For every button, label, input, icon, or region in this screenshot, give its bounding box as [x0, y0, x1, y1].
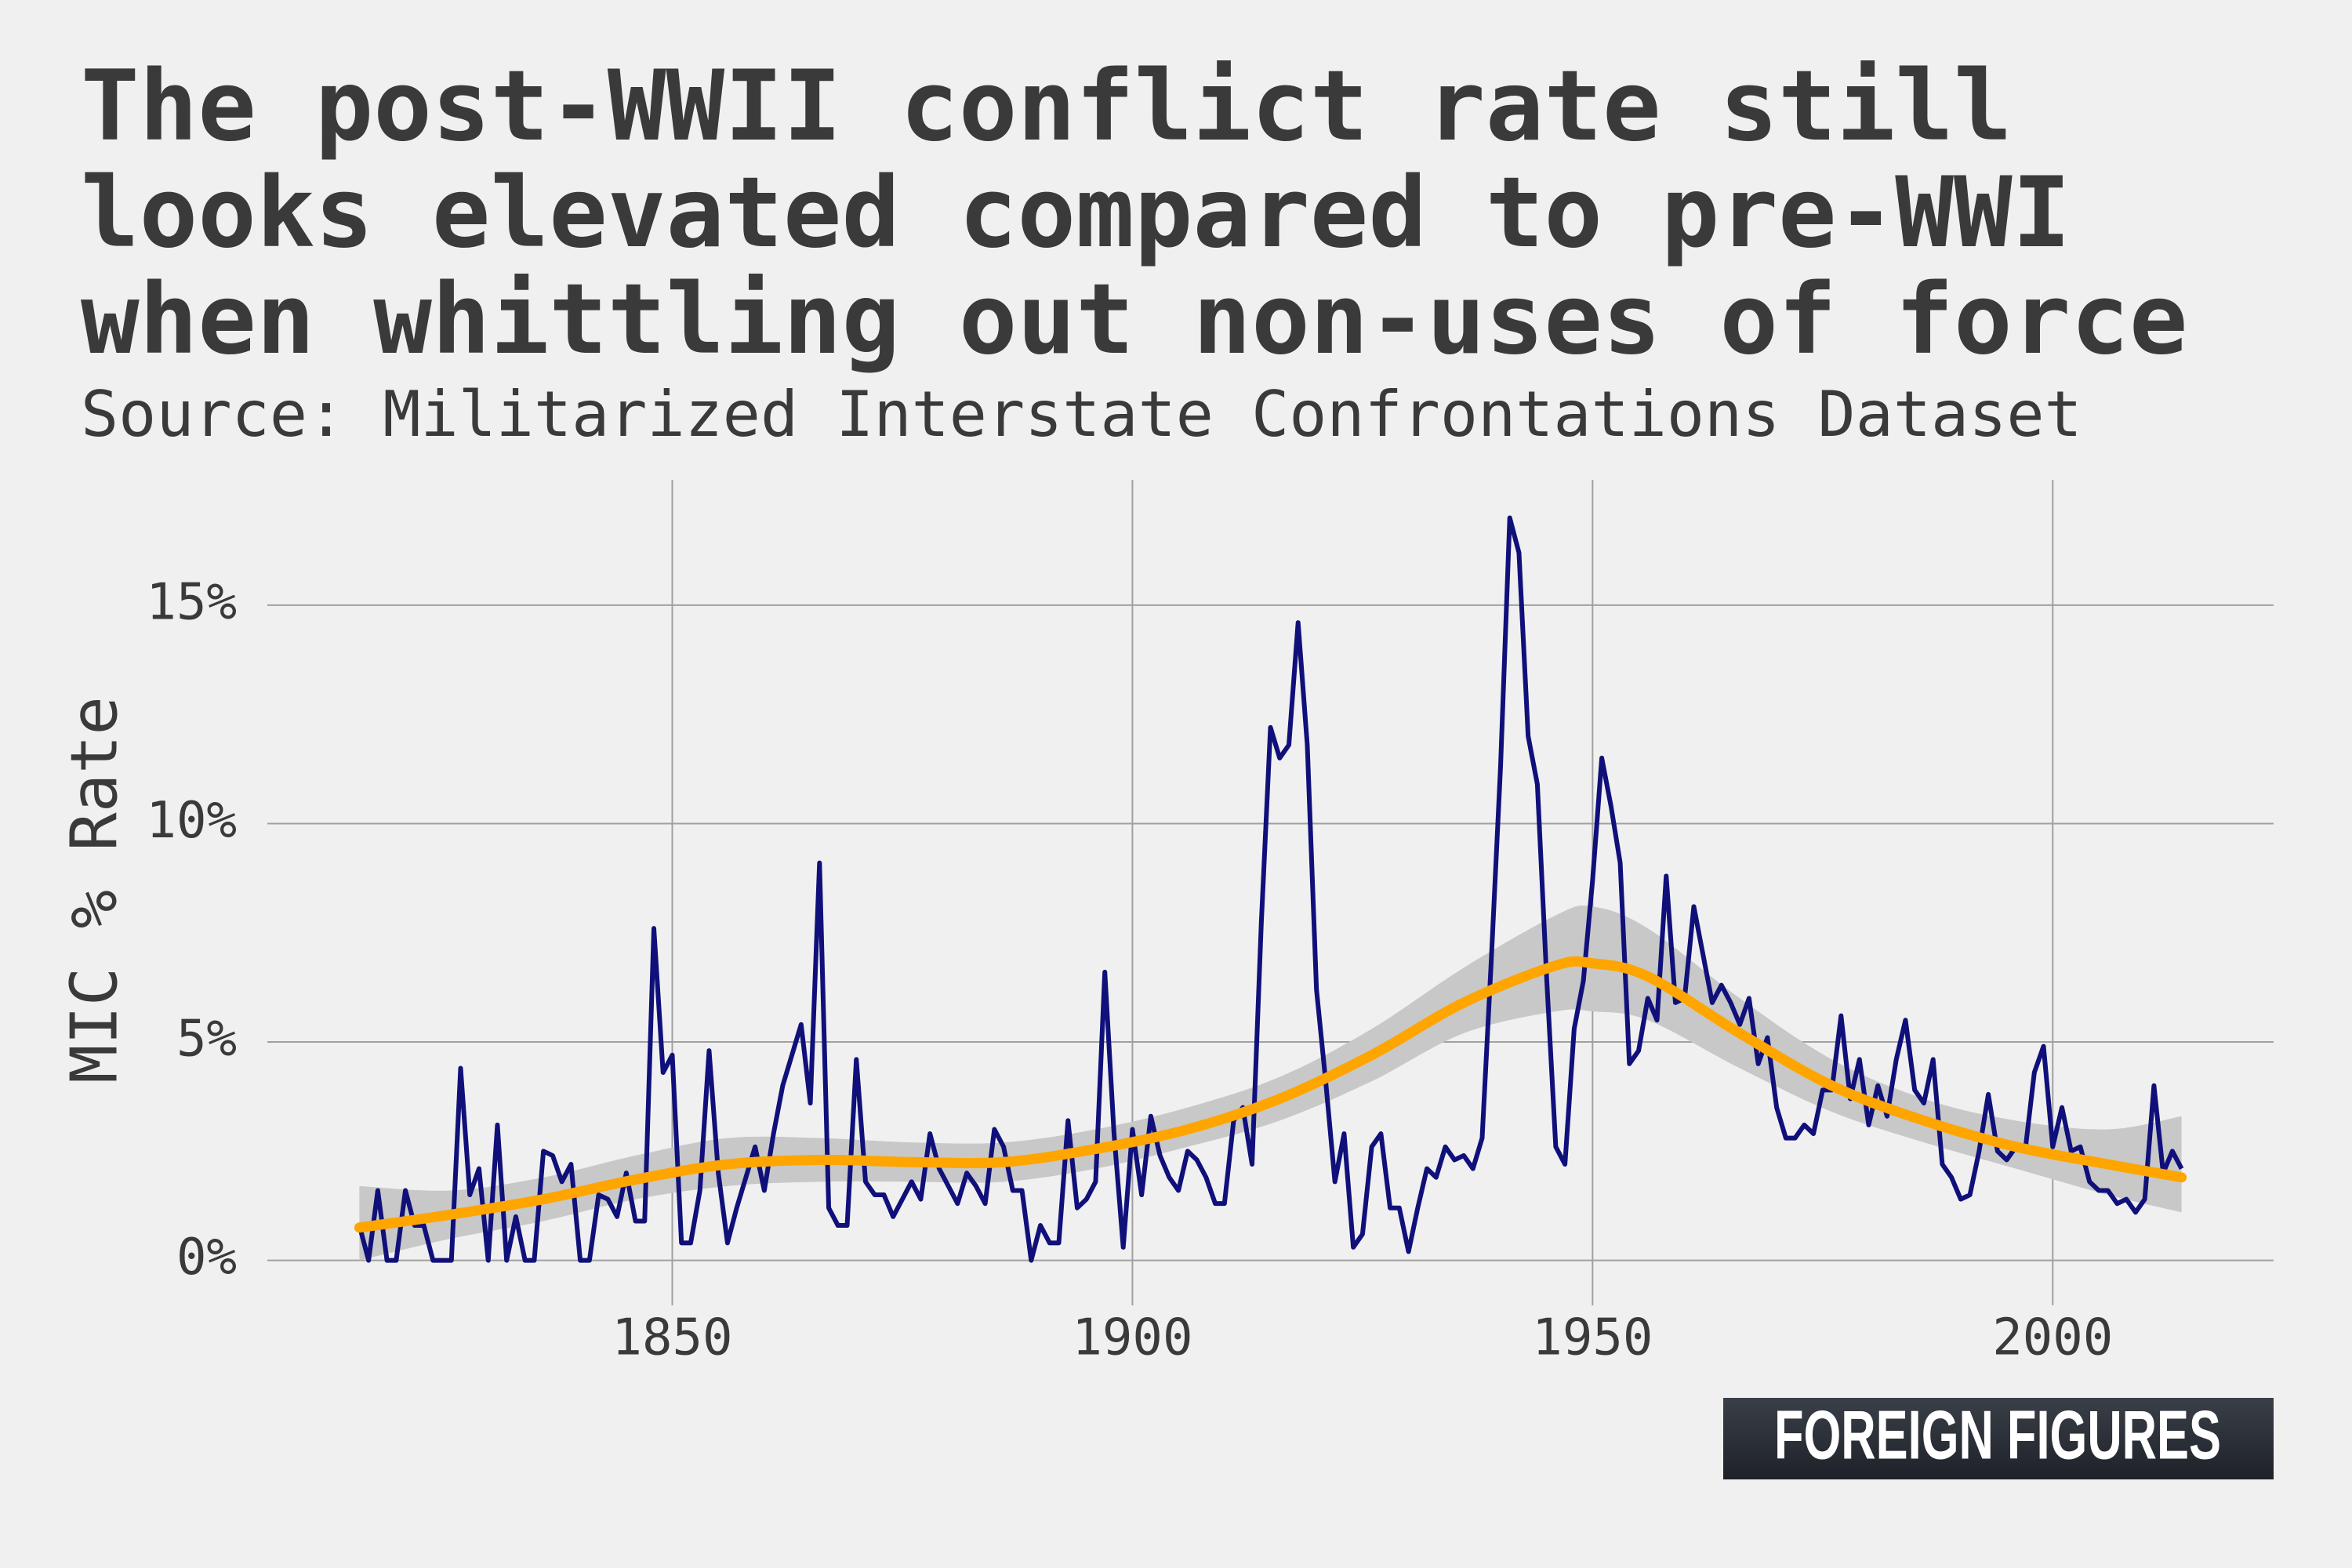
- logo-text: FOREIGN FIGURES: [1774, 1396, 2221, 1473]
- y-tick-label: 15%: [146, 573, 237, 631]
- x-tick-label: 1850: [612, 1309, 732, 1367]
- trend-line: [354, 956, 2187, 1233]
- chart-subtitle: Source: Militarized Interstate Confronta…: [81, 378, 2082, 451]
- x-tick-label: 1950: [1532, 1309, 1653, 1367]
- chart-title: The post-WWII conflict rate still looks …: [81, 50, 2188, 376]
- y-tick-label: 0%: [176, 1229, 237, 1287]
- plot-layer: 1850 1900 1950 2000 0% 5% 10% 15%: [146, 480, 2274, 1367]
- y-axis-title: MIC % Rate: [57, 696, 132, 1083]
- logo-box: [1723, 1398, 2274, 1479]
- data-line: [357, 515, 2184, 1263]
- x-tick-label: 1900: [1072, 1309, 1192, 1367]
- y-tick-label: 10%: [146, 792, 237, 850]
- y-tick-label: 5%: [176, 1011, 237, 1069]
- x-tick-label: 2000: [1992, 1309, 2113, 1367]
